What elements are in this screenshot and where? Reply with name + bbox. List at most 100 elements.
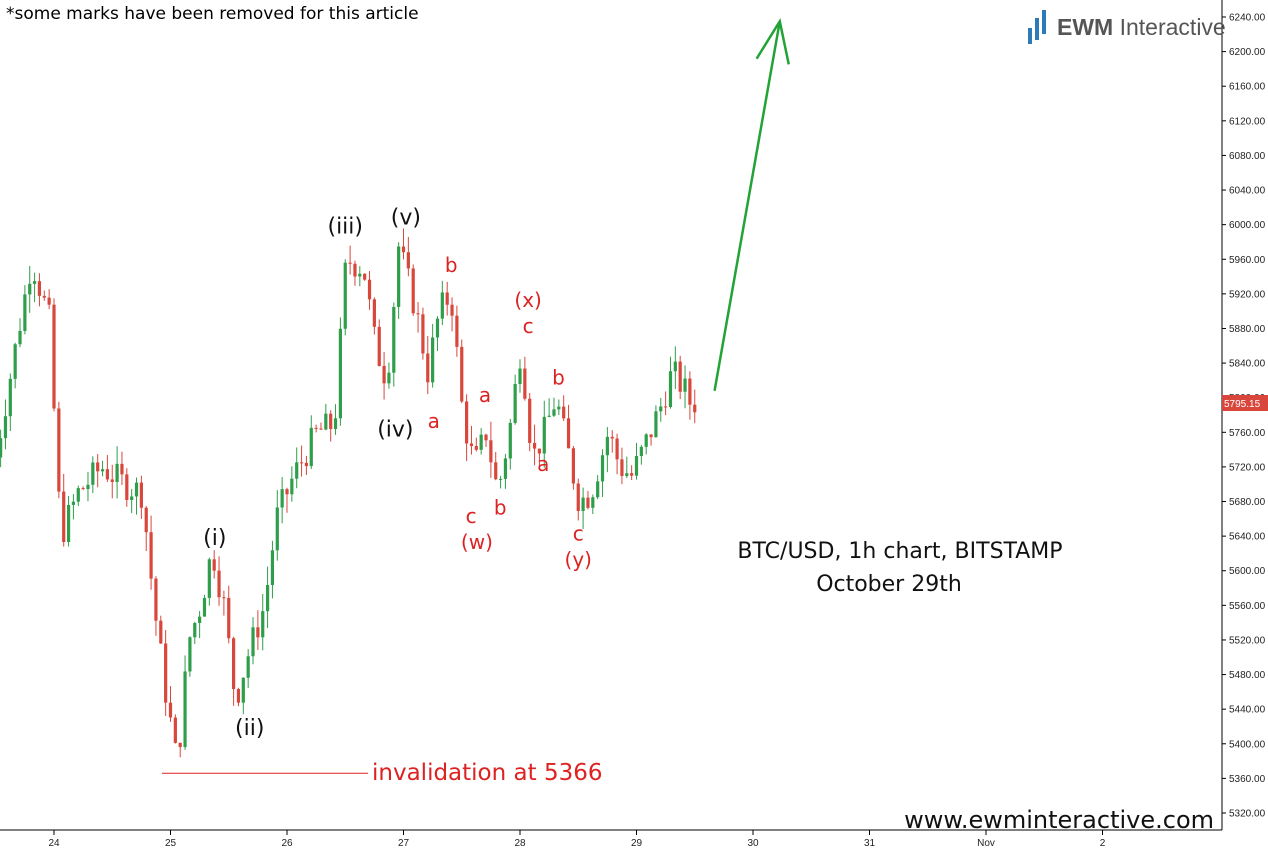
y-tick-label: 6160.00 [1229,82,1266,93]
last-price-text: 5795.15 [1224,399,1261,410]
candle-body [91,462,95,485]
candle-body [236,689,241,703]
candle-body [154,578,158,621]
candle-body [455,315,459,347]
candle-body [435,318,440,338]
candle-body [528,398,532,443]
watermark-url: www.ewminteractive.com [904,806,1214,834]
candle-body [217,570,221,598]
candle-body [600,455,605,482]
y-tick-label: 5760.00 [1229,428,1266,439]
wave-label-red: b [494,496,507,520]
candle-body [673,361,677,372]
candle-body [503,458,508,479]
wave-label-red: (x) [514,288,541,312]
candle-body [659,406,663,412]
candle-body [309,427,313,467]
y-tick-label: 6120.00 [1229,116,1266,127]
candle-body [382,365,386,384]
candle-body [693,404,697,413]
y-tick-label: 5680.00 [1229,497,1266,508]
brand-prefix: EWM [1057,14,1113,40]
y-tick-label: 6200.00 [1229,47,1266,58]
candle-body [280,489,284,508]
candle-body [42,295,46,298]
y-tick-label: 5440.00 [1229,705,1266,716]
candle-body [532,442,537,449]
candle-body [125,474,129,501]
x-tick-label: 26 [281,838,293,849]
candle-body [426,353,430,383]
candle-body [120,463,124,475]
candle-body [47,297,51,305]
candle-body [596,481,600,498]
candle-body [586,497,590,508]
y-tick-label: 5360.00 [1229,774,1266,785]
candle-body [552,409,556,416]
candle-body [13,344,17,379]
candle-body [489,440,493,463]
candle-body [678,361,682,392]
candle-body [460,346,464,402]
candle-body [542,416,546,454]
candle-body [348,262,352,264]
candle-body [159,620,163,644]
wave-label-black: (ii) [235,716,264,741]
candle-body [168,702,173,718]
candle-body [23,294,27,331]
candle-body [178,742,182,748]
x-tick-label: 2 [1100,838,1106,849]
candle-body [173,717,177,743]
candle-body [450,304,454,316]
y-tick-label: 5600.00 [1229,566,1266,577]
candle-body [353,263,357,277]
candle-body [81,488,85,490]
candle-body [96,462,100,472]
candle-body [634,456,639,476]
candle-body [392,306,396,373]
instrument-label: BTC/USD, 1h chart, BITSTAMP [737,539,1062,564]
candle-body [193,623,197,638]
candle-body [576,483,580,512]
y-tick-label: 5640.00 [1229,532,1266,543]
candle-body [581,497,585,512]
candle-body [62,491,66,543]
logo-bar-2 [1035,18,1039,40]
candle-body [367,279,372,300]
projection-arrow [713,18,790,391]
candle-body [290,478,294,495]
candle-body [265,585,270,612]
candle-body [484,434,488,441]
candle-body [625,473,629,476]
wave-label-red: a [537,452,549,476]
candle-body [251,627,255,657]
candle-body [387,372,391,384]
x-tick-label: 24 [48,838,60,849]
candle-body [377,326,381,366]
y-tick-label: 5840.00 [1229,359,1266,370]
candle-body [198,616,202,624]
candle-body [445,292,449,305]
candle-body [149,532,153,579]
candle-body [639,446,643,457]
candle-body [8,378,12,417]
y-tick-label: 5400.00 [1229,739,1266,750]
candle-body [557,406,561,410]
candle-body [440,292,444,319]
wave-label-black: (i) [203,526,226,551]
logo-bar-3 [1042,10,1046,34]
y-tick-label: 6080.00 [1229,151,1266,162]
wave-label-red: c [523,314,534,338]
wave-label-black: (v) [391,206,421,231]
candle-body [183,671,187,748]
candle-body [494,462,498,480]
candle-body [324,413,328,430]
x-tick-label: 28 [514,838,526,849]
wave-labels-black: (i) (ii) (iii) (iv) (v) [203,206,421,741]
last-price-bg [1222,395,1268,411]
candle-body [295,462,299,479]
candle-body [571,448,575,484]
